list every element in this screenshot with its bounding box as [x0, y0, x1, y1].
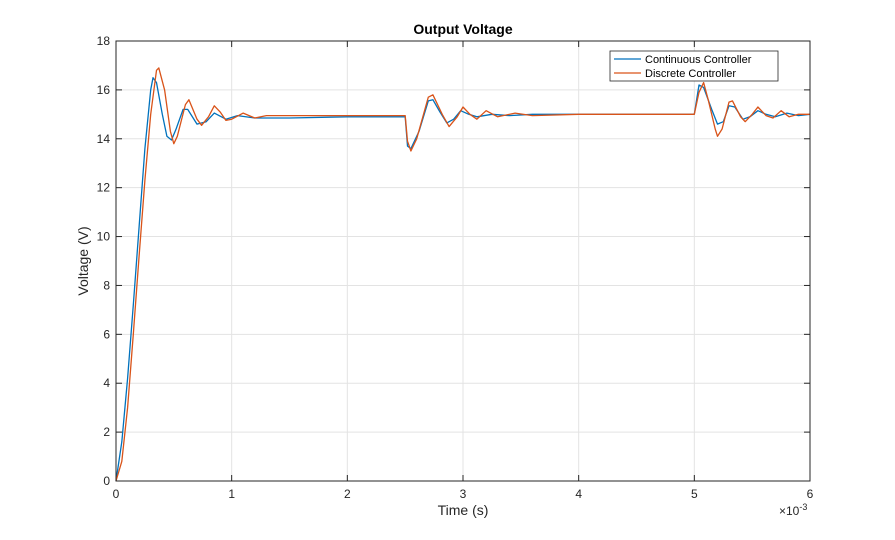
series-line-continuous-controller: [115, 77, 811, 482]
y-tick-label: 2: [103, 425, 110, 439]
x-exponent-power: -3: [799, 502, 807, 512]
x-exponent-label: ×10-3: [779, 502, 807, 518]
y-tick-label: 16: [97, 83, 111, 97]
legend-label-continuous: Continuous Controller: [645, 54, 752, 66]
legend: Continuous Controller Discrete Controlle…: [609, 50, 779, 82]
legend-label-discrete: Discrete Controller: [645, 68, 736, 80]
x-tick-label: 0: [113, 487, 120, 501]
x-tick-label: 2: [344, 487, 351, 501]
legend-box: [609, 50, 779, 82]
plot-lines: [115, 67, 811, 482]
y-tick-label: 8: [103, 278, 110, 292]
y-axis-label: Voltage (V): [75, 226, 91, 295]
y-tick-label: 0: [103, 474, 110, 488]
y-tick-label: 12: [97, 181, 111, 195]
y-tick-label: 14: [97, 132, 111, 146]
y-tick-label: 6: [103, 327, 110, 341]
y-tick-label: 10: [97, 230, 111, 244]
x-exponent-base: ×10: [779, 504, 800, 518]
y-tick-label: 4: [103, 376, 110, 390]
x-tick-label: 6: [807, 487, 814, 501]
y-tick-label: 18: [97, 34, 111, 48]
x-axis-label: Time (s): [438, 502, 489, 518]
chart-title: Output Voltage: [413, 21, 512, 37]
x-tick-label: 5: [691, 487, 698, 501]
x-tick-label: 4: [575, 487, 582, 501]
x-tick-label: 3: [460, 487, 467, 501]
series-line-discrete-controller: [115, 67, 810, 482]
x-tick-label: 1: [228, 487, 235, 501]
